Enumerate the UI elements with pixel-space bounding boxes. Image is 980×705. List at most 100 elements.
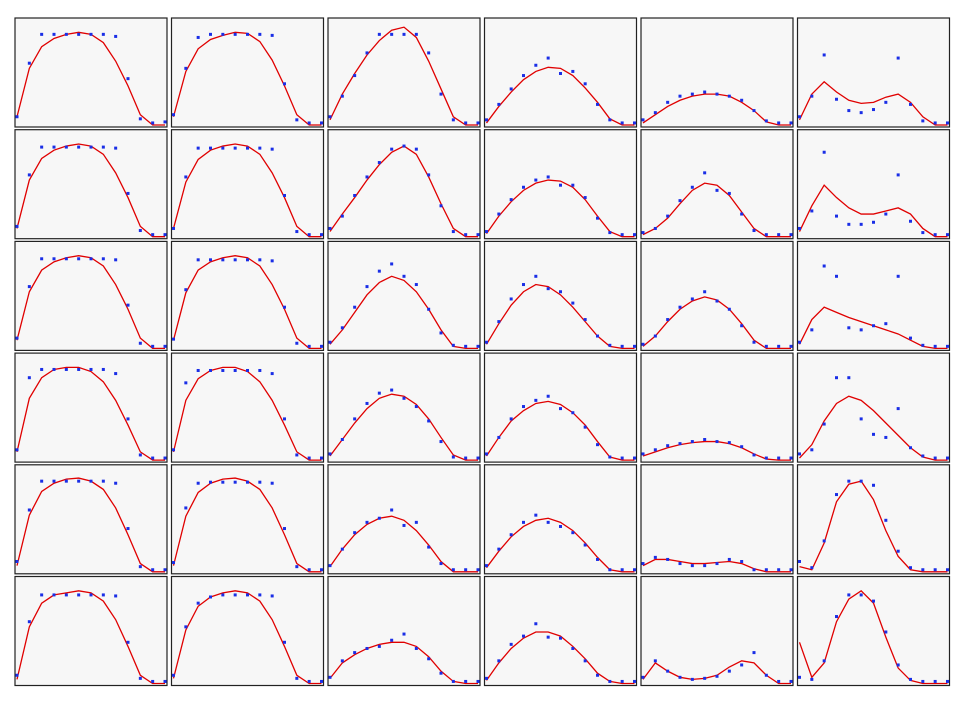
data-point (835, 214, 838, 218)
data-point (246, 146, 249, 150)
plot-area (328, 262, 480, 350)
data-point (451, 118, 455, 122)
data-point (439, 92, 443, 96)
data-point (402, 274, 406, 278)
data-point (509, 533, 513, 537)
data-point (777, 344, 781, 348)
data-point (608, 568, 612, 572)
data-point (777, 121, 781, 125)
data-point (283, 640, 286, 644)
data-point (546, 520, 550, 524)
data-point (835, 615, 838, 619)
data-point (872, 220, 875, 224)
data-point (40, 367, 44, 371)
data-point (485, 564, 488, 568)
data-point (666, 669, 670, 673)
data-point (715, 674, 719, 678)
data-point (27, 61, 31, 65)
data-point (933, 568, 937, 572)
data-point (822, 264, 826, 268)
data-point (77, 593, 81, 597)
data-point (476, 456, 480, 460)
data-point (246, 593, 249, 597)
data-point (810, 677, 814, 681)
plot-area (328, 388, 480, 461)
data-point (608, 679, 612, 683)
data-point (752, 453, 756, 457)
data-point (451, 343, 455, 347)
data-point (377, 269, 381, 273)
data-point (559, 524, 562, 528)
data-point (666, 557, 670, 561)
data-point (752, 109, 756, 113)
panel-background (327, 240, 481, 351)
data-point (221, 368, 225, 372)
panel-background (796, 464, 951, 575)
data-point (703, 564, 707, 568)
panel-background (796, 575, 951, 687)
data-point (798, 115, 801, 119)
data-point (464, 233, 468, 237)
panel (640, 575, 794, 687)
data-point (666, 318, 670, 322)
data-point (810, 209, 814, 213)
data-point (921, 679, 925, 683)
panel (640, 464, 794, 575)
data-point (196, 146, 200, 150)
data-point (789, 121, 793, 125)
data-point (52, 593, 56, 597)
data-point (933, 121, 937, 125)
data-point (546, 394, 550, 398)
data-point (439, 671, 443, 675)
data-point (596, 334, 599, 338)
data-point (620, 233, 624, 237)
data-point (633, 233, 636, 237)
data-point (163, 120, 167, 124)
data-point (172, 113, 175, 117)
data-point (126, 527, 130, 531)
data-point (583, 425, 587, 429)
data-point (822, 422, 826, 426)
data-point (522, 405, 525, 409)
data-point (653, 659, 657, 663)
panel-background (796, 240, 951, 351)
data-point (209, 595, 212, 599)
data-point (320, 121, 323, 125)
data-point (620, 456, 624, 460)
data-point (163, 456, 167, 460)
data-point (233, 32, 237, 36)
data-point (715, 440, 719, 444)
data-point (608, 343, 612, 347)
panel (640, 352, 794, 463)
panel (796, 575, 951, 687)
data-point (485, 230, 488, 234)
data-point (522, 520, 525, 524)
data-point (340, 326, 344, 330)
panel-background (483, 575, 638, 687)
data-point (946, 233, 949, 237)
fit-curve (642, 182, 791, 238)
data-point (884, 630, 888, 634)
data-point (40, 593, 44, 597)
data-point (209, 258, 212, 262)
data-point (534, 513, 538, 517)
data-point (476, 121, 480, 125)
data-point (752, 651, 756, 655)
plot-area (15, 590, 167, 685)
data-point (509, 417, 513, 421)
plot-area (172, 143, 323, 238)
data-point (822, 659, 826, 663)
plot-area (15, 255, 167, 350)
data-point (909, 677, 912, 681)
data-point (703, 676, 707, 680)
data-point (52, 367, 56, 371)
panel (170, 240, 325, 351)
data-point (138, 117, 142, 121)
data-point (810, 94, 814, 98)
data-point (295, 676, 299, 680)
data-point (884, 518, 888, 522)
data-point (641, 118, 645, 122)
data-point (884, 100, 888, 104)
data-point (196, 35, 200, 39)
data-point (451, 230, 455, 234)
